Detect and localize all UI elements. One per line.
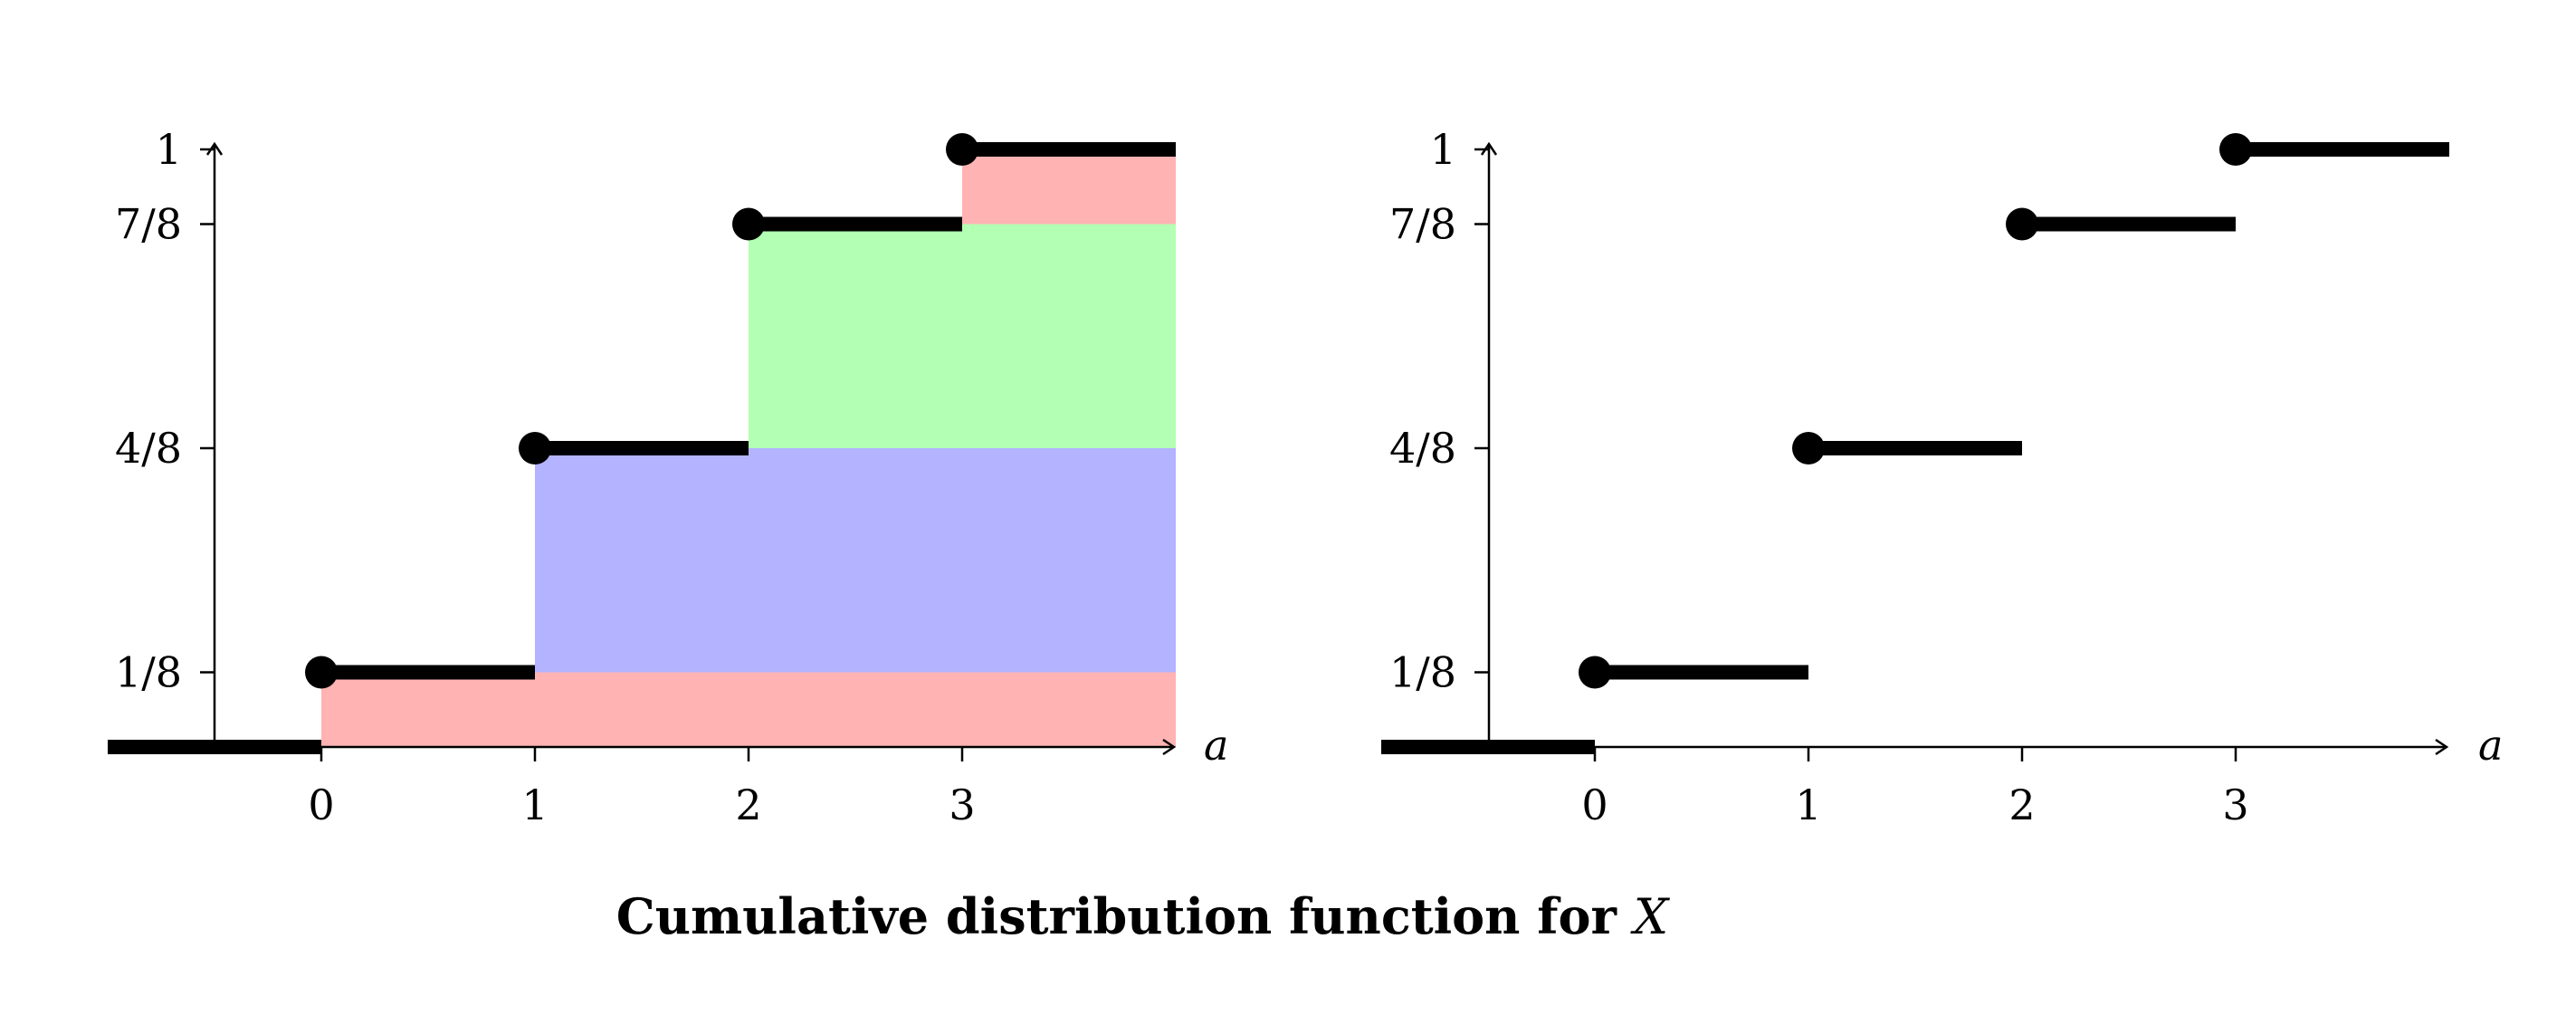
chart-panel-2: a 1/8 4/8 7/8 1 0 1 2 3	[1381, 125, 2503, 829]
x-axis-arrow-icon	[2435, 738, 2449, 756]
x-tick-label: 2	[2008, 780, 2035, 829]
x-tick-label: 0	[1581, 780, 1608, 829]
step-point	[2219, 133, 2252, 166]
y-axis-arrow-icon	[205, 141, 224, 156]
step-point	[1579, 656, 1611, 689]
figure-caption: Cumulative distribution function for X	[0, 887, 2285, 945]
y-tick-label: 7/8	[115, 200, 182, 249]
x-tick-label: 3	[949, 780, 975, 829]
step-point	[2006, 207, 2038, 241]
x-axis-label: a	[1204, 721, 1228, 770]
y-tick-label: 1	[156, 125, 182, 174]
x-tick-label: 0	[308, 780, 334, 829]
y-tick-label: 4/8	[115, 424, 182, 473]
chart-panel-1: a 1/8 4/8 7/8 1 0 1 2 3	[108, 125, 1228, 829]
y-tick-label: 1/8	[1389, 648, 1456, 697]
y-axis-arrow-icon	[1480, 141, 1498, 156]
y-tick-label: 7/8	[1389, 200, 1456, 249]
y-tick-label: 1/8	[115, 648, 182, 697]
step-point	[732, 207, 765, 241]
x-tick-label: 1	[1795, 780, 1821, 829]
x-tick-label: 3	[2222, 780, 2248, 829]
probability-band	[535, 448, 1176, 673]
probability-band	[749, 224, 1176, 448]
probability-band	[321, 672, 1176, 747]
y-tick-label: 4/8	[1389, 424, 1456, 473]
x-axis-arrow-icon	[1162, 738, 1177, 756]
step-point	[946, 133, 978, 166]
probability-band	[962, 149, 1176, 225]
step-point	[519, 432, 551, 464]
y-tick-label: 1	[1430, 125, 1456, 174]
x-axis-label: a	[2478, 721, 2503, 770]
x-tick-label: 2	[735, 780, 761, 829]
caption-text: Cumulative distribution function for	[615, 887, 1617, 945]
step-point	[1792, 432, 1825, 464]
step-point	[305, 656, 338, 689]
caption-variable: X	[1633, 888, 1669, 945]
x-tick-label: 1	[521, 780, 548, 829]
